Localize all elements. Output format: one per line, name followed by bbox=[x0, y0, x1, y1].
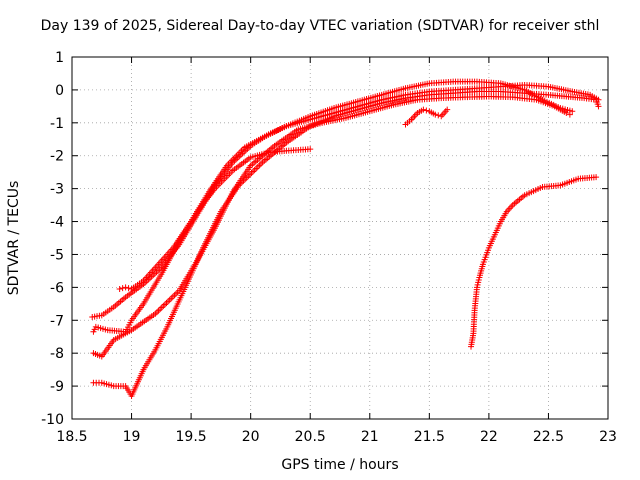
y-tick-label: -10 bbox=[41, 412, 64, 428]
data-point-marker bbox=[251, 166, 258, 173]
data-point-marker bbox=[253, 165, 260, 172]
x-tick-label: 20.5 bbox=[295, 429, 326, 445]
y-tick-label: -1 bbox=[50, 116, 64, 132]
data-point bbox=[593, 174, 600, 181]
x-tick-label: 22.5 bbox=[533, 429, 564, 445]
data-point-marker bbox=[169, 293, 176, 300]
axis-ticks: 18.5 19 19.5 20 20.5 21 21.5 22 22.5 23 1 0 -1 -2 -3 -4… bbox=[41, 50, 617, 445]
y-tick-label: -6 bbox=[50, 280, 64, 296]
x-tick-label: 19.5 bbox=[176, 429, 207, 445]
data-point-marker bbox=[173, 290, 180, 297]
data-point-marker bbox=[163, 299, 170, 306]
y-tick-label: 0 bbox=[55, 83, 64, 99]
data-point-marker bbox=[161, 301, 168, 308]
plot-frame bbox=[71, 56, 609, 420]
x-tick-label: 18.5 bbox=[56, 429, 87, 445]
x-tick-label: 23 bbox=[599, 429, 617, 445]
data-point-marker bbox=[168, 295, 175, 302]
data-point-marker bbox=[165, 298, 172, 305]
data-point bbox=[122, 284, 129, 291]
data-point bbox=[569, 108, 576, 115]
data-point-marker bbox=[174, 289, 181, 296]
data-point-marker bbox=[158, 304, 165, 311]
data-point-marker bbox=[435, 112, 442, 119]
data-point-marker bbox=[155, 307, 162, 314]
y-tick-label: 1 bbox=[55, 50, 64, 66]
data-point-marker bbox=[423, 107, 430, 114]
data-point-marker bbox=[166, 296, 173, 303]
data-point-marker bbox=[254, 163, 261, 170]
data-point-marker bbox=[245, 173, 252, 180]
data-point-marker bbox=[157, 306, 164, 313]
data-point bbox=[566, 111, 573, 118]
y-tick-label: -9 bbox=[50, 379, 64, 395]
x-tick-label: 21 bbox=[361, 429, 379, 445]
data-point bbox=[432, 111, 439, 118]
y-tick-label: -8 bbox=[50, 346, 64, 362]
y-tick-label: -3 bbox=[50, 182, 64, 198]
data-point bbox=[444, 106, 451, 113]
y-tick-label: -2 bbox=[50, 149, 64, 165]
data-point-marker bbox=[171, 292, 178, 299]
data-point-marker bbox=[119, 285, 126, 292]
data-point-marker bbox=[256, 162, 263, 169]
y-tick-label: -7 bbox=[50, 313, 64, 329]
data-point-marker bbox=[125, 285, 132, 292]
data-point bbox=[420, 106, 427, 113]
x-tick-label: 21.5 bbox=[414, 429, 445, 445]
y-tick-label: -5 bbox=[50, 247, 64, 263]
chart-title: Day 139 of 2025, Sidereal Day-to-day VTE… bbox=[40, 18, 600, 34]
x-axis-label: GPS time / hours bbox=[281, 457, 399, 473]
data-point-marker bbox=[257, 160, 264, 167]
data-point bbox=[116, 286, 123, 293]
data-point-marker bbox=[160, 303, 167, 310]
x-tick-label: 22 bbox=[480, 429, 498, 445]
data-point-marker bbox=[153, 309, 160, 316]
y-tick-label: -4 bbox=[50, 215, 64, 231]
data-point bbox=[595, 103, 602, 110]
data-point bbox=[563, 109, 570, 116]
data-marks bbox=[89, 78, 602, 399]
x-tick-label: 19 bbox=[123, 429, 141, 445]
data-point bbox=[307, 146, 314, 153]
data-point-marker bbox=[246, 171, 253, 178]
x-tick-label: 20 bbox=[242, 429, 260, 445]
